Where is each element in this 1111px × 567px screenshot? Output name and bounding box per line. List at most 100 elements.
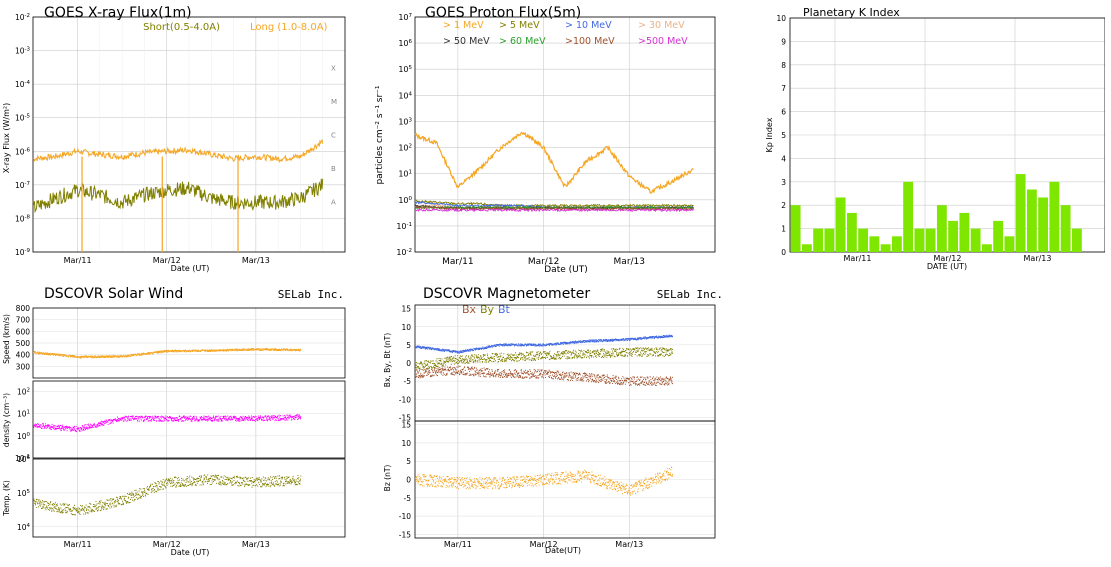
kp-bar [903,181,914,252]
kp-bar [914,228,925,252]
solarwind-frame [32,380,346,459]
kp-ytick-label: 9 [781,37,786,46]
proton-ytick-label: 102 [398,144,412,153]
solarwind-chart: DSCOVR Solar Wind SELab Inc. 800 700 600 50… [2,286,346,557]
proton-legend-entry: > 30 MeV [638,20,685,31]
solarwind-title: DSCOVR Solar Wind [44,286,183,302]
kp-bar [1038,197,1049,252]
xray-legend-short: Short(0.5-4.0A) [143,22,220,33]
xray-ytick-label: 10-7 [15,181,31,190]
mag-panel: DSCOVR Magnetometer SELab Inc. Bx By Bt 15… [370,283,730,563]
solarwind-frame [32,307,346,379]
solarwind-xtick-label: Mar/12 [153,540,181,549]
xray-class-label: B [331,165,336,173]
xray-ytick-label: 10-4 [15,80,31,89]
xray-series-line [32,178,324,214]
mag-top-label: Bx, By, Bt (nT) [383,333,392,387]
xray-frame [32,16,346,253]
xray-ylabel: X-ray Flux (W/m²) [2,103,11,173]
kp-ytick-label: 2 [781,201,786,210]
kp-ytick-label: 0 [781,248,786,257]
proton-frame [414,16,716,253]
mag-xtick-label: Mar/13 [615,540,643,549]
solarwind-speed-tick: 600 [16,327,31,336]
proton-series-line [414,205,694,210]
xray-xtick-label: Mar/12 [153,256,181,265]
proton-ytick-label: 105 [398,65,412,74]
proton-ytick-label: 101 [398,170,412,179]
xray-ytick-label: 10-2 [15,13,30,22]
xray-chart: GOES X-ray Flux(1m) 10-2 10-3 10-4 10-5 10-6… [2,5,346,273]
proton-series-line [414,131,694,194]
kp-bar [936,205,947,252]
mag-ytick-label: 10 [401,323,411,332]
kp-bar [835,197,846,252]
xray-panel: GOES X-ray Flux(1m) 10-2 10-3 10-4 10-5 10-6… [0,0,360,275]
kp-bar [824,228,835,252]
mag-ytick-label: 0 [406,476,411,485]
kp-bar [993,220,1004,252]
mag-xlabel: Date(UT) [545,546,581,555]
mag-ytick-label: -10 [399,395,411,404]
kp-bar [869,236,880,252]
kp-bar [1015,174,1026,252]
kp-bar [813,228,824,252]
xray-ytick-label: 10-5 [15,114,31,123]
mag-ytick-label: -15 [399,413,411,422]
proton-legend-entry: > 50 MeV [443,36,490,47]
solarwind-density-label: density (cm⁻³) [2,393,11,447]
mag-legend: Bx By Bt [462,303,511,316]
proton-xtick-label: Mar/13 [614,257,645,267]
proton-legend-entry: >500 MeV [638,36,688,47]
kp-ytick-label: 3 [781,178,786,187]
xray-ytick-label: 10-6 [15,147,31,156]
xray-ytick-label: 10-3 [15,47,31,56]
mag-ytick-label: -15 [399,530,411,539]
proton-series-line [414,199,694,208]
kp-ytick-label: 8 [781,61,786,70]
xray-series-line [32,138,324,164]
mag-series-points [415,347,673,372]
kp-ytick-label: 1 [781,225,786,234]
xray-ytick-label: 10-8 [15,214,31,223]
mag-series-points [415,365,673,387]
solarwind-speed-tick: 400 [16,351,31,360]
mag-ytick-label: -5 [404,377,412,386]
solarwind-speed-label: Speed (km/s) [2,314,11,364]
mag-bottom-label: Bz (nT) [383,465,392,492]
kp-bar [970,228,981,252]
kp-ytick-label: 4 [781,154,786,163]
mag-legend-entry: Bx [462,303,477,316]
kp-bar [981,244,992,252]
proton-legend-entry: > 10 MeV [565,20,612,31]
kp-bar [858,228,869,252]
mag-series-points [415,334,673,354]
mag-ytick-label: 15 [401,305,411,314]
kp-bar [1004,236,1015,252]
solarwind-frame [32,458,346,538]
kp-panel: Planetary K Index 0 1 2 3 4 5 6 7 8 9 10 Mar/11 Mar/… [760,0,1106,275]
kp-xlabel: DATE (UT) [927,262,967,271]
proton-panel: GOES Proton Flux(5m) 107 106 105 104 103 102 1… [370,0,730,275]
mag-ytick-label: 5 [406,341,411,350]
solarwind-series-points [33,347,302,359]
xray-plot-area: 10-2 10-3 10-4 10-5 10-6 10-7 10-8 10-9 X M C B A Mar… [15,13,346,265]
solarwind-xtick-label: Mar/11 [64,540,92,549]
kp-ytick-label: 7 [781,84,786,93]
proton-series-line [414,205,694,211]
solarwind-panel: DSCOVR Solar Wind SELab Inc. 800 700 600 50… [0,283,360,563]
kp-bar [1049,181,1060,252]
mag-bz-points [415,466,673,496]
xray-legend-long: Long (1.0-8.0A) [250,22,328,33]
proton-ytick-label: 100 [398,196,412,205]
kp-bar [846,212,857,252]
proton-legend-entry: > 5 MeV [499,20,540,31]
kp-bar [1060,205,1071,252]
mag-xtick-label: Mar/12 [530,540,558,549]
solarwind-series-points [33,414,302,433]
proton-legend-entry: > 60 MeV [499,36,546,47]
xray-xlabel: Date (UT) [171,264,210,273]
kp-ytick-label: 10 [776,14,786,23]
solarwind-brand: SELab Inc. [278,288,344,301]
